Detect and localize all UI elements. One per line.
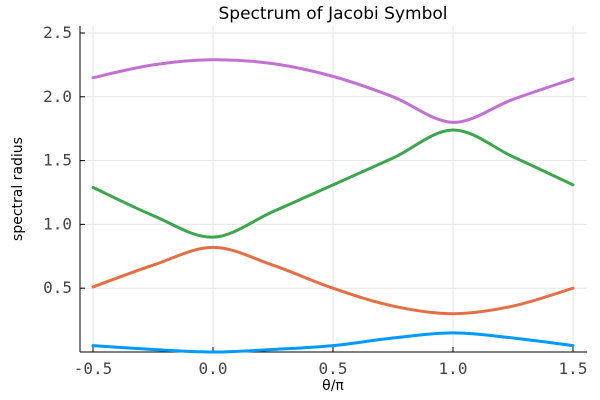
- x-tick-label: -0.5: [74, 359, 113, 378]
- x-tick-label: 1.0: [439, 359, 468, 378]
- x-tick-label: 0.0: [199, 359, 228, 378]
- y-tick-label: 2.5: [43, 23, 72, 42]
- x-tick-label: 0.5: [319, 359, 348, 378]
- y-tick-label: 2.0: [43, 87, 72, 106]
- series-line-3: [91, 128, 575, 239]
- y-tick-label: 1.0: [43, 214, 72, 233]
- x-tick-label: 1.5: [559, 359, 588, 378]
- chart-title: Spectrum of Jacobi Symbol: [219, 4, 448, 24]
- y-tick-label: 0.5: [43, 278, 72, 297]
- y-tick-label: 1.5: [43, 151, 72, 170]
- y-axis-label: spectral radius: [10, 137, 26, 241]
- grid: [80, 26, 587, 352]
- series: [91, 58, 575, 354]
- series-line-2: [91, 245, 575, 316]
- x-axis-label: θ/π: [322, 378, 344, 394]
- series-line-4: [91, 58, 575, 124]
- ticks: -0.5 0.0 0.5 1.0 1.5 0.5 1.0 1.5 2.0 2.5: [43, 23, 587, 378]
- series-line-1: [91, 331, 575, 354]
